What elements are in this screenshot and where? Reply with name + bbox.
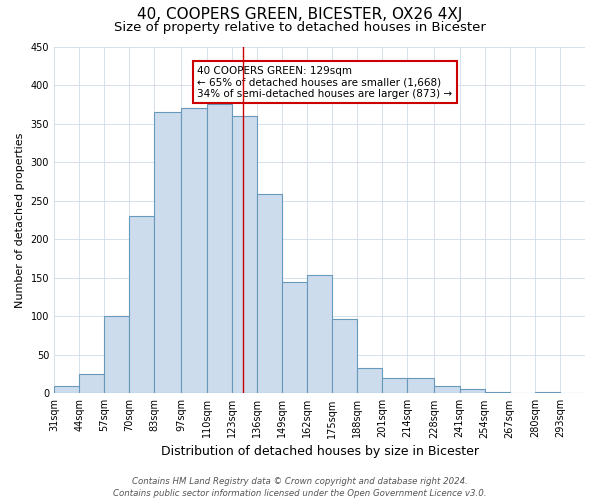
Bar	[257, 194, 282, 394]
Text: 40, COOPERS GREEN, BICESTER, OX26 4XJ: 40, COOPERS GREEN, BICESTER, OX26 4XJ	[137, 8, 463, 22]
Bar	[307, 276, 332, 394]
Bar	[460, 390, 485, 394]
Bar	[54, 386, 79, 394]
Bar	[154, 112, 181, 394]
Bar	[79, 374, 104, 394]
Bar	[282, 282, 307, 394]
Bar	[382, 378, 407, 394]
Bar	[407, 378, 434, 394]
Y-axis label: Number of detached properties: Number of detached properties	[15, 132, 25, 308]
Bar	[485, 392, 510, 394]
X-axis label: Distribution of detached houses by size in Bicester: Distribution of detached houses by size …	[161, 444, 479, 458]
Bar	[181, 108, 206, 394]
Text: 40 COOPERS GREEN: 129sqm
← 65% of detached houses are smaller (1,668)
34% of sem: 40 COOPERS GREEN: 129sqm ← 65% of detach…	[197, 66, 452, 99]
Bar	[535, 392, 560, 394]
Bar	[232, 116, 257, 394]
Bar	[206, 104, 232, 394]
Bar	[130, 216, 154, 394]
Bar	[434, 386, 460, 394]
Bar	[332, 318, 357, 394]
Bar	[104, 316, 130, 394]
Bar	[357, 368, 382, 394]
Text: Size of property relative to detached houses in Bicester: Size of property relative to detached ho…	[114, 21, 486, 34]
Text: Contains HM Land Registry data © Crown copyright and database right 2024.
Contai: Contains HM Land Registry data © Crown c…	[113, 476, 487, 498]
